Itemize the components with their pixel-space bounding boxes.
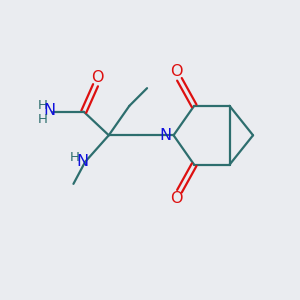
Text: N: N bbox=[44, 103, 56, 118]
Text: H: H bbox=[70, 151, 80, 164]
Text: H: H bbox=[38, 112, 47, 126]
Text: N: N bbox=[159, 128, 171, 143]
Text: O: O bbox=[91, 70, 103, 86]
Text: O: O bbox=[170, 191, 183, 206]
Text: H: H bbox=[38, 99, 47, 112]
Text: N: N bbox=[77, 154, 89, 169]
Text: O: O bbox=[170, 64, 183, 80]
